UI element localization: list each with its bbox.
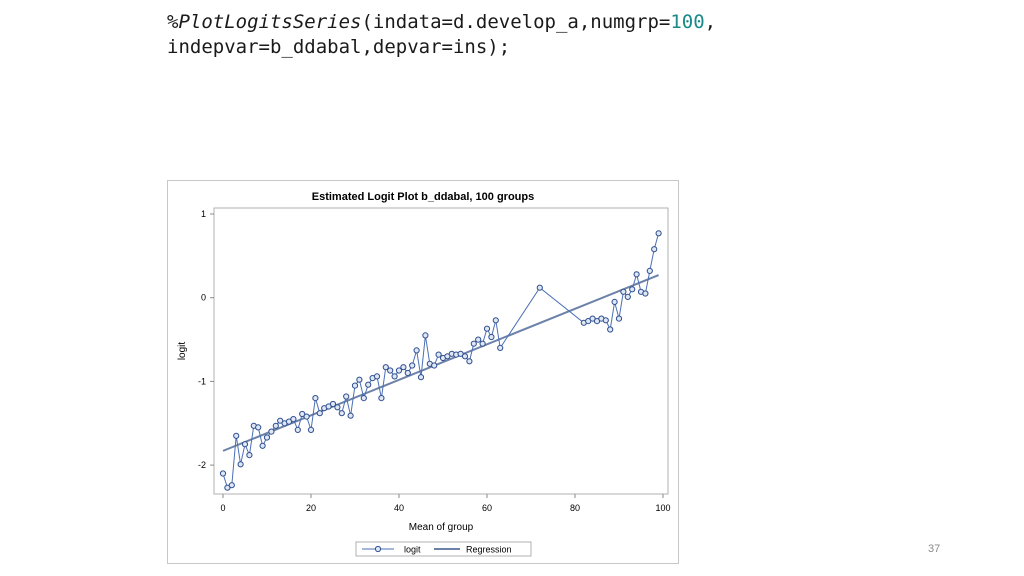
- logit-point: [312, 395, 319, 402]
- logit-point: [607, 326, 614, 333]
- logit-point: [290, 416, 297, 423]
- logit-point: [360, 395, 367, 402]
- logit-point: [343, 393, 350, 400]
- x-tick-label: 0: [220, 503, 225, 513]
- logit-point: [334, 404, 341, 411]
- x-tick-label: 60: [482, 503, 492, 513]
- y-tick-label: -1: [198, 376, 206, 386]
- logit-point: [409, 362, 416, 369]
- x-tick-label: 100: [655, 503, 670, 513]
- code-numgrp-value: 100: [670, 11, 705, 33]
- chart-title: Estimated Logit Plot b_ddabal, 100 group…: [312, 191, 534, 203]
- plot-area: [213, 207, 669, 495]
- logit-point: [435, 351, 442, 358]
- logit-point: [329, 400, 337, 408]
- logit-point: [294, 426, 301, 433]
- logit-point: [629, 286, 636, 293]
- logit-point: [611, 298, 618, 306]
- code-args-line1: (indata=d.develop_a,numgrp=: [361, 11, 671, 33]
- logit-point: [655, 230, 662, 237]
- logit-point: [633, 271, 640, 278]
- logit-point: [382, 364, 389, 371]
- axes: 1 0 -1 -2 0 20 40 60 80 100: [198, 209, 671, 513]
- chart-frame: Estimated Logit Plot b_ddabal, 100 group…: [167, 180, 679, 564]
- x-tick-label: 20: [306, 503, 316, 513]
- y-tick-label: 0: [201, 293, 206, 303]
- logit-point: [422, 332, 429, 339]
- logit-point: [219, 470, 227, 477]
- x-tick-label: 40: [394, 503, 404, 513]
- code-macro-name: PlotLogitsSeries: [178, 11, 362, 33]
- logit-point: [413, 347, 420, 354]
- logit-point: [277, 417, 284, 424]
- logit-point: [646, 267, 653, 275]
- logit-point: [268, 428, 275, 435]
- logit-point: [228, 482, 235, 489]
- logit-point: [536, 284, 543, 291]
- logit-point: [483, 325, 491, 332]
- y-tick-label: -2: [198, 460, 206, 470]
- regression-line: [222, 274, 659, 452]
- macro-call-code: %PlotLogitsSeries(indata=d.develop_a,num…: [167, 10, 716, 60]
- code-line1-comma: ,: [704, 11, 717, 33]
- logit-point: [351, 382, 359, 389]
- logit-point: [466, 358, 473, 365]
- legend-logit-marker: [374, 545, 382, 553]
- logit-point: [233, 432, 240, 439]
- code-args-line2: indepvar=b_ddabal,depvar=ins);: [167, 36, 511, 58]
- series-layer: [219, 230, 662, 491]
- logit-point: [246, 452, 253, 459]
- logit-point: [431, 362, 438, 369]
- logit-point: [624, 293, 631, 301]
- x-axis-label: Mean of group: [409, 522, 474, 533]
- logit-chart: Estimated Logit Plot b_ddabal, 100 group…: [177, 191, 671, 557]
- logit-point: [387, 367, 394, 374]
- logit-point: [400, 364, 407, 371]
- legend-regression-label: Regression: [466, 545, 512, 555]
- logit-point: [338, 410, 345, 417]
- logit-point: [307, 426, 315, 433]
- logit-point: [615, 315, 623, 322]
- logit-point: [299, 410, 306, 418]
- logit-point: [272, 422, 279, 429]
- logit-point: [241, 441, 249, 448]
- code-percent: %: [167, 11, 179, 33]
- logit-point: [492, 317, 499, 324]
- logit-point: [391, 373, 398, 380]
- logit-point: [316, 410, 323, 417]
- logit-point: [417, 374, 425, 381]
- logit-point: [263, 434, 271, 441]
- logit-point: [475, 336, 482, 343]
- logit-point: [651, 246, 658, 253]
- logit-point: [259, 442, 266, 449]
- logit-point: [237, 461, 244, 468]
- x-tick-label: 80: [570, 503, 580, 513]
- page-number: 37: [928, 543, 941, 555]
- logit-point: [497, 344, 504, 351]
- logit-point: [602, 317, 609, 324]
- logit-line: [222, 233, 660, 489]
- logit-point: [395, 367, 403, 374]
- logit-point: [488, 333, 495, 341]
- logit-point: [378, 395, 385, 402]
- legend: logit Regression: [355, 541, 532, 557]
- logit-point: [642, 290, 649, 297]
- logit-point: [365, 381, 372, 388]
- logit-point: [255, 424, 262, 431]
- y-tick-label: 1: [201, 209, 206, 219]
- logit-point: [303, 413, 310, 420]
- legend-logit-label: logit: [404, 545, 421, 555]
- y-axis-label: logit: [177, 342, 188, 361]
- logit-point: [347, 412, 354, 419]
- logit-point: [479, 340, 486, 347]
- logit-point: [620, 288, 627, 295]
- logit-point: [470, 340, 477, 347]
- logit-point: [356, 376, 363, 383]
- logit-point: [373, 373, 381, 380]
- logit-point: [461, 353, 469, 360]
- logit-point: [404, 369, 411, 377]
